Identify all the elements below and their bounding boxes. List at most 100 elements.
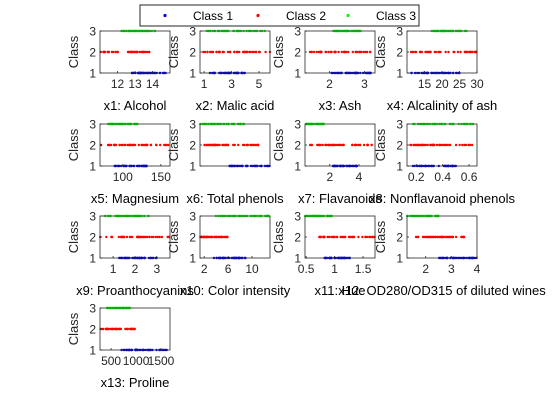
data-point-class-2 bbox=[447, 143, 451, 147]
data-point-class-2 bbox=[252, 50, 256, 54]
data-point-class-2 bbox=[203, 235, 206, 239]
data-point-class-2 bbox=[444, 235, 448, 239]
data-point-class-2 bbox=[351, 143, 354, 147]
y-tick-label: 1 bbox=[189, 160, 196, 174]
data-point-class-2 bbox=[105, 235, 108, 239]
x-tick-label: 3 bbox=[154, 262, 161, 276]
x-axis-label: x11: Hue bbox=[314, 283, 365, 298]
x-axis-label: x8: Nonflavanoid phenols bbox=[369, 191, 515, 206]
y-tick-label: 2 bbox=[189, 46, 196, 60]
data-point-class-2 bbox=[415, 143, 419, 147]
data-point-class-2 bbox=[309, 143, 312, 147]
data-point-class-2 bbox=[361, 235, 364, 239]
data-point-class-2 bbox=[448, 235, 451, 239]
data-point-class-2 bbox=[224, 235, 227, 239]
y-tick-label: 2 bbox=[89, 46, 96, 60]
data-point-class-2 bbox=[117, 327, 121, 331]
y-axis-label: Class bbox=[166, 35, 181, 68]
x-tick-label: 1 bbox=[110, 262, 117, 276]
data-point-class-2 bbox=[167, 143, 170, 147]
data-point-class-2 bbox=[140, 235, 144, 239]
legend: Class 1 Class 2 Class 3 bbox=[139, 4, 420, 27]
data-point-class-2 bbox=[417, 143, 421, 147]
data-point-class-2 bbox=[222, 143, 225, 147]
data-point-class-2 bbox=[330, 50, 333, 54]
data-point-class-2 bbox=[422, 143, 426, 147]
x-axis-label: x7: Flavanoids bbox=[298, 191, 382, 206]
data-point-class-2 bbox=[434, 235, 437, 239]
data-point-class-2 bbox=[326, 235, 329, 239]
x-tick-label: 30 bbox=[470, 77, 484, 91]
x-tick-label: 150 bbox=[151, 170, 171, 184]
data-point-class-2 bbox=[125, 235, 129, 239]
y-axis-label: Class bbox=[373, 128, 388, 161]
data-point-class-2 bbox=[226, 50, 230, 54]
data-point-class-2 bbox=[327, 143, 330, 147]
data-point-class-2 bbox=[137, 235, 141, 239]
data-point-class-2 bbox=[120, 235, 124, 239]
data-point-class-2 bbox=[215, 50, 218, 54]
data-point-class-2 bbox=[462, 235, 465, 239]
subplot-8: 1 2 3 0.2 0.4 0.6 Class x8: Nonflavanoid phenol… bbox=[369, 118, 515, 207]
data-point-class-2 bbox=[439, 50, 442, 54]
y-tick-label: 1 bbox=[189, 252, 196, 266]
data-point-class-2 bbox=[330, 235, 333, 239]
x-tick-label: 0.2 bbox=[408, 170, 425, 184]
data-point-class-2 bbox=[447, 50, 450, 54]
data-point-class-2 bbox=[461, 143, 464, 147]
data-point-class-2 bbox=[454, 143, 458, 147]
data-point-class-2 bbox=[129, 235, 132, 239]
y-tick-label: 3 bbox=[189, 118, 196, 132]
data-point-class-2 bbox=[144, 50, 148, 54]
subplot-6: 1 2 3 Class x6: Total phenols bbox=[166, 118, 284, 207]
data-point-class-2 bbox=[468, 50, 471, 54]
data-point-class-2 bbox=[109, 327, 112, 331]
data-point-class-2 bbox=[426, 50, 430, 54]
y-tick-label: 3 bbox=[89, 118, 96, 132]
data-point-class-2 bbox=[246, 143, 249, 147]
data-point-class-2 bbox=[203, 143, 207, 147]
data-point-class-2 bbox=[340, 50, 343, 54]
data-point-class-2 bbox=[414, 50, 418, 54]
data-point-class-2 bbox=[209, 235, 212, 239]
data-point-class-2 bbox=[338, 143, 342, 147]
y-tick-label: 2 bbox=[294, 231, 301, 245]
data-point-class-2 bbox=[146, 143, 149, 147]
data-point-class-2 bbox=[118, 143, 121, 147]
x-tick-label: 1500 bbox=[148, 354, 175, 368]
data-point-class-2 bbox=[459, 50, 462, 54]
data-point-class-2 bbox=[249, 143, 252, 147]
data-point-class-2 bbox=[152, 235, 155, 239]
data-point-class-2 bbox=[428, 50, 431, 54]
y-tick-label: 3 bbox=[89, 210, 96, 224]
data-point-class-2 bbox=[362, 50, 365, 54]
y-tick-label: 2 bbox=[396, 231, 403, 245]
x-tick-label: 1 bbox=[331, 262, 338, 276]
data-point-class-2 bbox=[124, 327, 127, 331]
y-tick-label: 3 bbox=[396, 118, 403, 132]
data-point-class-2 bbox=[133, 143, 137, 147]
data-point-class-2 bbox=[325, 143, 328, 147]
subplot-7: 1 2 3 2 4 Class x7: Flavanoids bbox=[271, 118, 382, 207]
x-tick-label: 3 bbox=[448, 262, 455, 276]
data-point-class-2 bbox=[155, 143, 158, 147]
data-point-class-2 bbox=[137, 143, 141, 147]
data-point-class-2 bbox=[202, 50, 205, 54]
x-axis-label: x12: OD280/OD315 of diluted wines bbox=[338, 283, 546, 298]
data-point-class-2 bbox=[369, 50, 372, 54]
y-tick-label: 2 bbox=[89, 139, 96, 153]
data-point-class-2 bbox=[110, 235, 113, 239]
data-point-class-2 bbox=[411, 50, 415, 54]
x-tick-label: 3 bbox=[361, 77, 368, 91]
x-tick-label: 25 bbox=[453, 77, 467, 91]
data-point-class-2 bbox=[370, 143, 373, 147]
data-point-class-2 bbox=[316, 143, 320, 147]
data-point-class-2 bbox=[319, 143, 322, 147]
data-point-class-2 bbox=[144, 235, 147, 239]
data-point-class-2 bbox=[360, 50, 363, 54]
data-point-class-2 bbox=[103, 50, 107, 54]
data-point-class-2 bbox=[458, 143, 461, 147]
